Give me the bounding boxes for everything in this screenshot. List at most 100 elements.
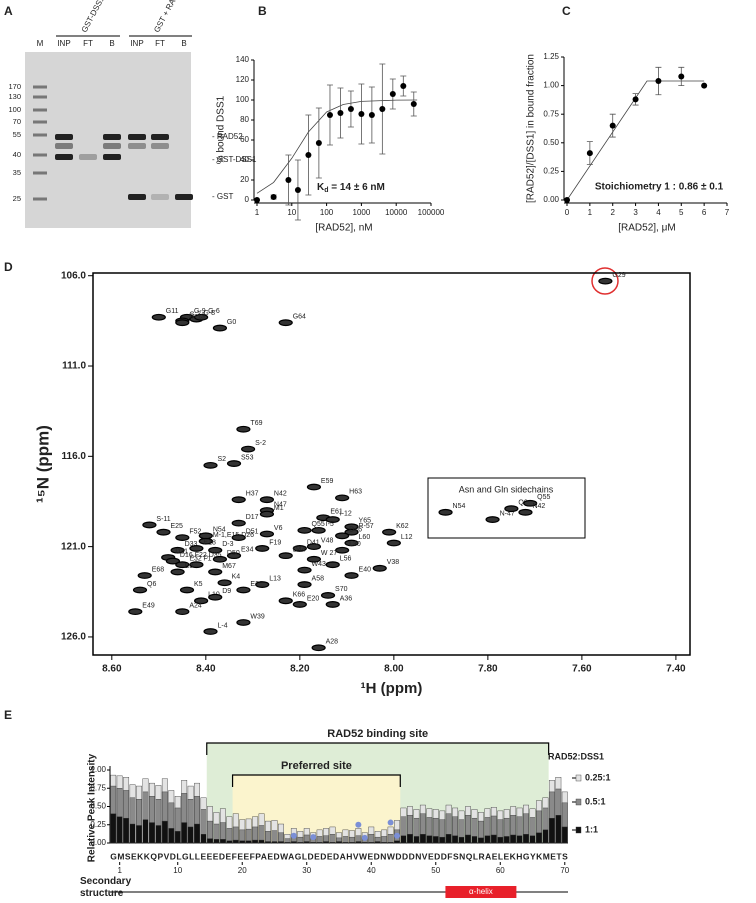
data-point (315, 140, 322, 146)
bar (432, 836, 439, 844)
peak (259, 530, 275, 538)
bar (290, 841, 297, 844)
bar (374, 841, 381, 844)
peak-label: N-47 (500, 510, 515, 517)
ladder-label: 40 (13, 150, 21, 159)
gel-band (55, 134, 73, 140)
peak-label: K66 (293, 592, 306, 599)
bar (361, 842, 368, 844)
ladder-band (33, 85, 47, 89)
data-point (347, 106, 354, 112)
peak-label: F19 (269, 539, 281, 546)
peak-label: E59 (321, 478, 334, 485)
y-tick-label: 0.75 (543, 109, 559, 118)
x-tick-label: 100000 (418, 208, 445, 217)
peak (259, 510, 275, 518)
bar (181, 822, 188, 844)
peak-label: S53 (241, 454, 254, 461)
band-label: - GST-DSS1 (212, 155, 257, 164)
y-tick-label: 121.0 (61, 541, 86, 552)
lane-label: FT (83, 39, 93, 48)
data-point (410, 101, 417, 107)
bar (252, 839, 259, 844)
bar (258, 839, 265, 844)
peak (217, 579, 232, 587)
bar (200, 834, 207, 844)
peak-label: M1 (274, 505, 284, 512)
peak (175, 534, 190, 542)
gel-band (103, 154, 121, 160)
bar (478, 837, 484, 844)
bar (484, 835, 491, 844)
region-label: Preferred site (281, 760, 352, 772)
region-bracket (231, 774, 401, 787)
peak-label: D33 (185, 541, 198, 548)
bar (271, 830, 278, 844)
peak-label: K4 (232, 574, 241, 581)
peak (259, 496, 275, 504)
peak-label: L60 (359, 534, 371, 541)
peak-label: N42 (532, 503, 545, 510)
bar (529, 835, 536, 844)
bar (342, 836, 349, 844)
peak (226, 552, 242, 560)
panel-label: C (562, 4, 571, 18)
peak (170, 546, 185, 554)
bar (452, 835, 459, 844)
peak (208, 593, 223, 601)
gel-band (103, 143, 121, 149)
x-tick-label: 5 (679, 208, 684, 217)
bar (271, 841, 278, 844)
lane-label: INP (57, 39, 70, 48)
peak (236, 586, 251, 594)
marker (290, 832, 297, 839)
y-axis-label: [RAD52]/[DSS1] in bound fraction (526, 54, 537, 203)
bar (245, 840, 252, 844)
peak (278, 319, 293, 327)
x-tick-label: 8.00 (384, 664, 404, 675)
data-point (655, 78, 662, 85)
peak-label: K62 (396, 523, 409, 530)
peak-label: S-2 (255, 440, 266, 447)
bar (407, 834, 413, 844)
peak (311, 644, 326, 652)
bar (123, 817, 130, 844)
peak-label: V48 (321, 537, 334, 544)
peak (311, 526, 326, 534)
bar (387, 842, 394, 844)
peak (189, 545, 204, 552)
x-tick-label: 100 (320, 208, 334, 217)
y-tick-label: 60 (240, 135, 249, 144)
bar (465, 834, 471, 844)
bar (303, 841, 310, 844)
peak-label: F1 (203, 556, 211, 563)
data-point (294, 187, 301, 193)
lane-label: FT (155, 39, 165, 48)
annotation-part: d (324, 187, 328, 194)
peak-label: V38 (387, 559, 400, 566)
x-tick-label: 40 (367, 866, 376, 875)
peak-label: G0 (227, 319, 236, 326)
x-axis-label: [RAD52], nM (315, 223, 372, 234)
gel-band (128, 194, 146, 200)
ladder-label: 35 (13, 168, 21, 177)
bar (387, 834, 394, 844)
legend-label: 1:1 (585, 824, 598, 834)
inset-title: Asn and Gln sidechains (459, 484, 554, 494)
x-tick-label: 6 (702, 208, 707, 217)
peak-label: S2 (218, 456, 227, 463)
bar (413, 836, 420, 844)
data-point (678, 73, 685, 80)
y-axis-label: ¹⁵N (ppm) (33, 425, 52, 503)
x-tick-label: 4 (656, 208, 661, 217)
peak (132, 586, 148, 594)
bar (284, 842, 291, 844)
y-axis-label: Relative Peak Intensity (87, 753, 98, 862)
peak-label: G-9 (194, 308, 206, 315)
data-point (632, 96, 639, 103)
peak (344, 539, 359, 547)
bar (219, 839, 226, 844)
peak (203, 628, 218, 635)
peak-label: K5 (194, 581, 203, 588)
